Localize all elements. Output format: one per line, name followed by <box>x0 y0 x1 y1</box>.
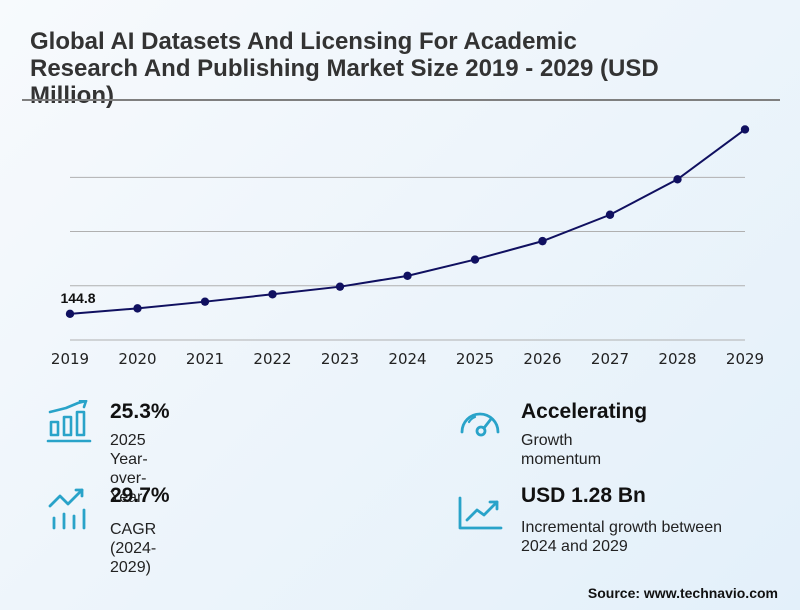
stat-value: 29.7% <box>110 484 170 507</box>
stat-value: USD 1.28 Bn <box>521 484 646 507</box>
line-chart: 2019 2020 2021 2022 2023 2024 2025 2026 2027 2028… <box>51 125 764 368</box>
stat-description: Incremental growth between 2024 and 2029 <box>521 519 722 555</box>
data-label: 144.8 <box>60 290 95 306</box>
x-tick-label: 2024 <box>388 350 426 368</box>
bar-chart-growth-icon <box>46 400 92 443</box>
data-point <box>470 255 480 264</box>
x-tick-label: 2023 <box>321 350 359 368</box>
x-tick-label: 2022 <box>253 350 291 368</box>
x-tick-label: 2020 <box>118 350 156 368</box>
data-point <box>673 175 682 184</box>
data-point <box>605 210 615 219</box>
x-tick-label: 2025 <box>456 350 494 368</box>
stat-description: CAGR (2024-2029) <box>110 521 157 576</box>
data-labels: 144.8 <box>60 290 95 306</box>
title-divider <box>22 99 780 101</box>
data-point <box>133 304 142 313</box>
stat-value: 25.3% <box>110 400 170 423</box>
x-tick-label: 2021 <box>186 350 224 368</box>
data-point <box>403 271 412 281</box>
x-tick-labels: 2019 2020 2021 2022 2023 2024 2025 2026 2027 2028… <box>51 350 764 368</box>
trend-line-bars-icon <box>48 488 86 530</box>
stat-value: Accelerating <box>521 400 648 423</box>
data-points <box>65 125 750 319</box>
data-point <box>200 297 210 306</box>
data-point <box>740 125 750 134</box>
data-point <box>335 282 345 291</box>
stat-description: 2025 Year-over-Year <box>110 432 148 506</box>
grid-lines <box>70 176 745 341</box>
x-tick-label: 2029 <box>726 350 764 368</box>
data-point <box>65 309 75 319</box>
data-point <box>268 290 277 299</box>
x-tick-label: 2028 <box>658 350 696 368</box>
data-point <box>538 236 547 246</box>
source-note: Source: www.technavio.com <box>587 585 778 601</box>
chart-title: Global AI Datasets And Licensing For Aca… <box>30 28 659 109</box>
speedometer-icon <box>460 412 500 437</box>
x-tick-label: 2026 <box>523 350 561 368</box>
chart-arrow-up-icon <box>458 496 503 530</box>
x-tick-label: 2019 <box>51 350 89 368</box>
x-tick-label: 2027 <box>591 350 629 368</box>
stat-description: Growth momentum <box>521 432 602 468</box>
